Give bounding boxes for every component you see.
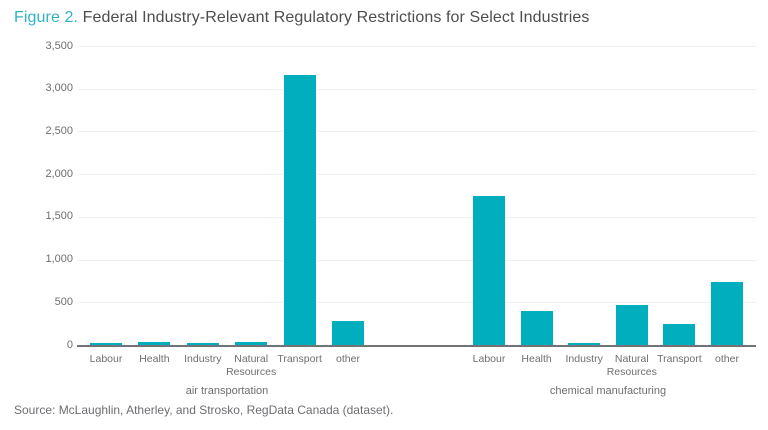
gridline — [77, 131, 756, 133]
gridline — [77, 174, 756, 176]
figure-title-text: Federal Industry-Relevant Regulatory Res… — [78, 9, 590, 26]
x-axis-category-label: Natural Resources — [226, 353, 277, 378]
bar-air-health — [138, 342, 171, 345]
figure-title: Figure 2. Federal Industry-Relevant Regu… — [14, 9, 589, 27]
bar-air-labour — [90, 343, 122, 345]
group-label: air transportation — [185, 385, 269, 397]
x-axis-category-label: Natural Resources — [606, 353, 657, 378]
gridline — [77, 88, 756, 90]
x-axis-line — [77, 345, 756, 347]
x-axis-category-label: Industry — [184, 353, 222, 365]
bar-chemical-other — [711, 281, 743, 345]
y-axis-tick-label: 1,500 — [45, 210, 73, 223]
bar-air-other — [332, 321, 364, 345]
y-axis-tick-label: 3,000 — [45, 82, 73, 95]
bar-air-transport — [283, 75, 316, 345]
gridline — [77, 216, 756, 218]
x-axis-category-label: Health — [521, 353, 552, 365]
x-axis-category-label: other — [715, 353, 739, 365]
y-axis-tick-label: 2,500 — [45, 124, 73, 137]
bar-chemical-health — [520, 310, 553, 345]
gridline — [77, 302, 756, 304]
y-axis-tick-label: 2,000 — [45, 167, 73, 180]
y-axis-tick-label: 1,000 — [45, 253, 73, 266]
x-axis-category-label: Transport — [657, 353, 702, 365]
x-axis-category-label: Industry — [565, 353, 603, 365]
x-axis-category-label: Labour — [89, 353, 123, 365]
bar-chart: 0 500 1,000 1,500 2,000 2,500 3,000 3,500 Labour… — [45, 39, 756, 397]
bar-chemical-natural-resources — [615, 304, 648, 345]
bar-chemical-industry — [568, 343, 601, 345]
gridline — [77, 259, 756, 261]
bar-chemical-transport — [663, 324, 696, 345]
gridline — [77, 46, 756, 47]
y-axis-tick-label: 500 — [54, 295, 73, 308]
bar-air-industry — [186, 343, 219, 345]
figure-number: Figure 2. — [14, 9, 79, 26]
group-label: chemical manufacturing — [549, 385, 667, 397]
y-axis-tick-label: 0 — [66, 338, 73, 351]
x-axis-category-label: Transport — [277, 353, 322, 365]
source-note: Source: McLaughlin, Atherley, and Strosk… — [14, 403, 394, 417]
y-axis-tick-label: 3,500 — [45, 39, 73, 52]
bar-air-natural-resources — [235, 342, 268, 345]
x-axis-category-label: other — [336, 353, 360, 365]
bar-chemical-labour — [473, 195, 505, 345]
x-axis-category-label: Health — [139, 353, 170, 365]
x-axis-category-label: Labour — [472, 353, 506, 365]
